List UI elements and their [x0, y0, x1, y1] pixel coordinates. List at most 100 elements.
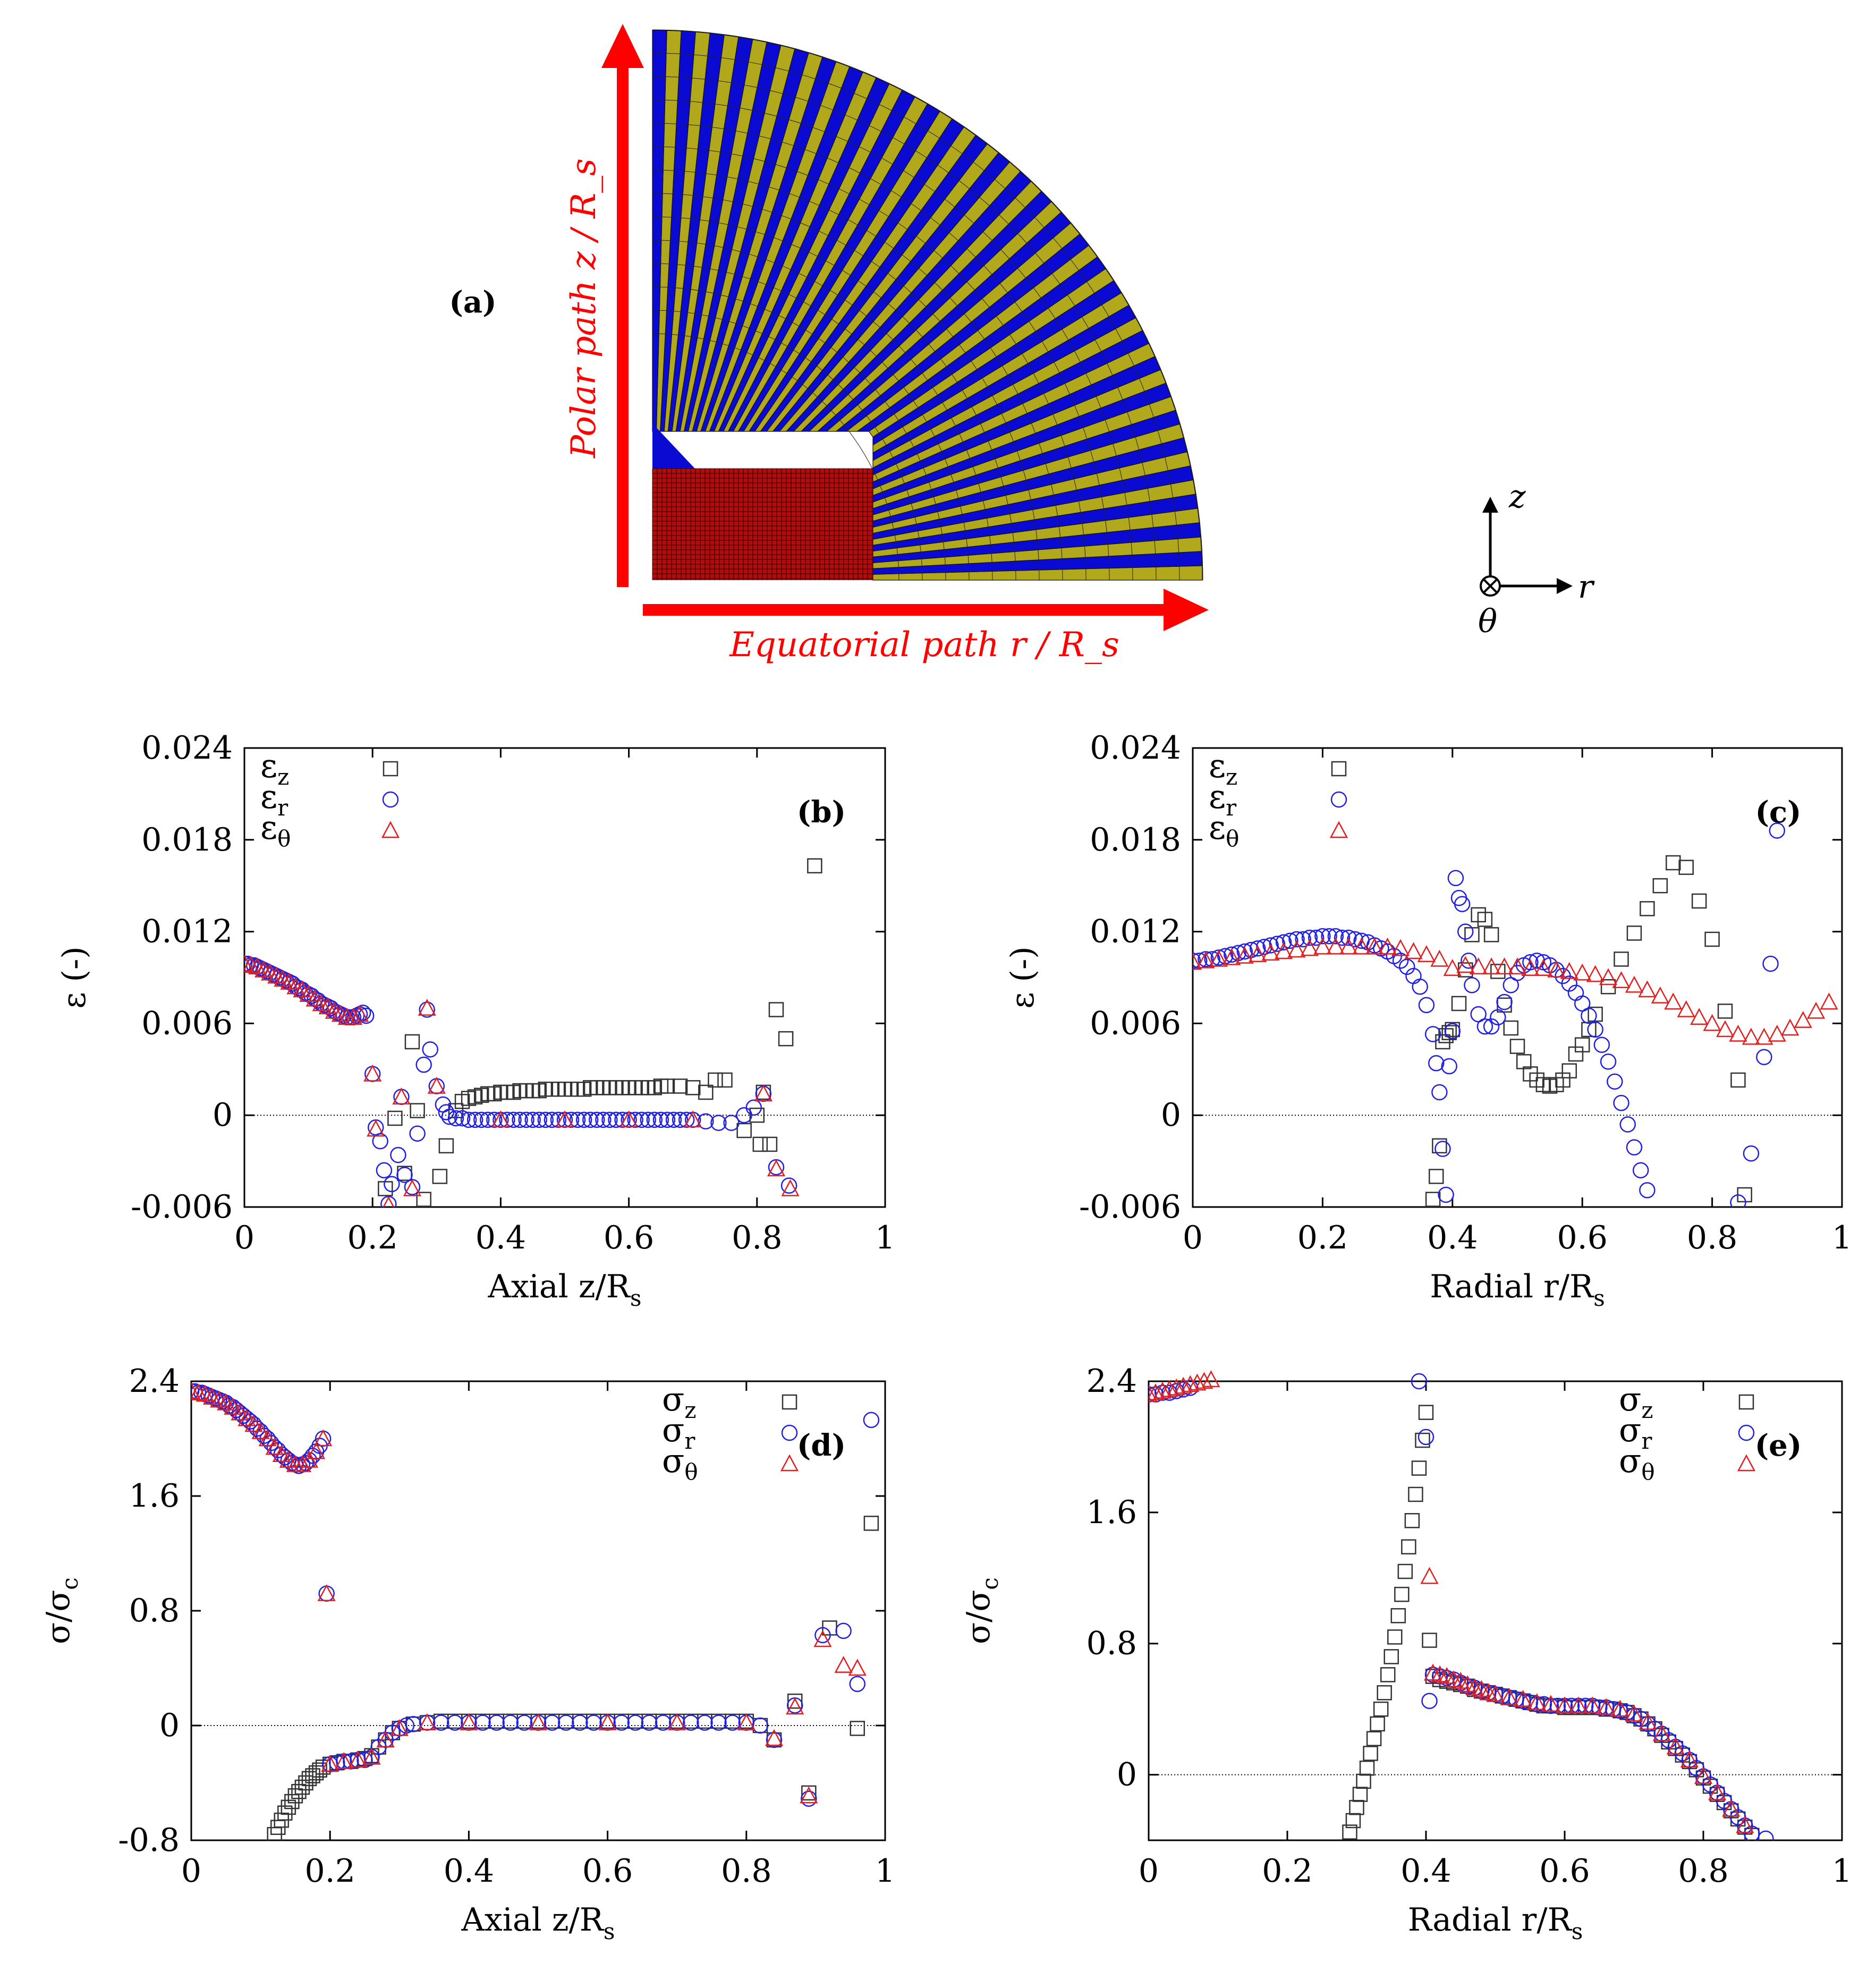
y-axis-label: σ/σc [40, 1577, 83, 1644]
data-point [1677, 1000, 1695, 1017]
data-point [1149, 1383, 1165, 1400]
y-axis-label-text: σ/σ [40, 1590, 77, 1644]
data-point [754, 1084, 773, 1102]
data-point [419, 1714, 436, 1731]
data-point [367, 1119, 385, 1137]
legend-label: σz [1619, 1380, 1653, 1423]
data-point [1755, 1027, 1773, 1045]
polar-path-label: Polar path z / R_s [564, 158, 604, 458]
legend-marker [780, 1454, 799, 1472]
series-square [378, 858, 822, 1207]
x-tick-label: 1 [1832, 1852, 1852, 1890]
mesh-ring [652, 286, 946, 581]
data-point [652, 1111, 669, 1128]
data-point [305, 989, 324, 1007]
series-triangle [1193, 937, 1838, 1045]
data-point [1363, 1746, 1378, 1761]
x-tick-label: 0.6 [1539, 1852, 1590, 1890]
data-point [601, 1111, 618, 1128]
data-point [1153, 1381, 1172, 1399]
legend-marker [1737, 1454, 1756, 1472]
data-point [1587, 1021, 1603, 1038]
data-point [376, 1162, 393, 1179]
legend-symbol: ε [1209, 808, 1226, 847]
data-point [1373, 1701, 1389, 1717]
data-point [768, 1002, 784, 1017]
data-point [1652, 1724, 1671, 1741]
legend-symbol: σ [662, 1441, 684, 1480]
data-point [1274, 942, 1293, 959]
y-tick-label: 0.006 [141, 1005, 233, 1042]
mesh-ring [652, 240, 993, 581]
data-point [786, 1697, 804, 1715]
x-tick-label: 0.8 [1678, 1852, 1728, 1890]
data-point [293, 980, 311, 998]
data-point [585, 1714, 602, 1731]
x-axis-label-sub: s [1572, 1918, 1583, 1944]
data-point [1334, 929, 1351, 946]
data-point [1704, 931, 1720, 947]
series-square [1425, 855, 1752, 1207]
polar-path-arrowhead [601, 24, 644, 68]
data-point [1387, 1629, 1403, 1645]
data-point [364, 1066, 381, 1082]
chart-panel-c: 0 0.2 0.4 0.6 0.8 1-0.00600.0060.0120.0180.02… [1004, 729, 1852, 1311]
data-point [1160, 1380, 1179, 1397]
y-tick-label: 0.012 [141, 913, 233, 950]
legend-sub: θ [1641, 1459, 1654, 1485]
data-point [1639, 1713, 1657, 1730]
data-point [1626, 925, 1642, 941]
data-point [1651, 986, 1669, 1004]
data-point [1149, 1385, 1158, 1402]
data-point [438, 1104, 455, 1120]
data-point [418, 998, 436, 1016]
x-tick-label: 0.2 [347, 1219, 397, 1256]
y-tick-label: -0.006 [1079, 1188, 1181, 1226]
x-tick-label: 1 [875, 1852, 895, 1890]
data-point [697, 1714, 713, 1731]
data-point [1541, 1695, 1560, 1712]
data-point [555, 1110, 574, 1128]
data-point [1742, 1027, 1761, 1045]
x-tick-label: 0 [181, 1852, 201, 1890]
data-point [1652, 878, 1668, 894]
x-axis-label-sub: s [604, 1918, 615, 1944]
data-point [1613, 1094, 1629, 1111]
x-tick-label: 0.6 [604, 1219, 654, 1256]
data-point [1425, 1192, 1441, 1207]
data-point [1555, 1696, 1574, 1714]
x-tick-label: 0.2 [304, 1852, 355, 1890]
data-point [1399, 958, 1415, 975]
data-point [848, 1659, 867, 1676]
data-point [1612, 971, 1631, 989]
data-point [672, 1111, 689, 1128]
series-circle [191, 1383, 880, 1807]
x-tick-label: 0.8 [732, 1219, 782, 1256]
data-point [518, 1111, 534, 1128]
data-point [1340, 929, 1357, 946]
data-point [505, 1111, 522, 1128]
legend-marker [381, 821, 400, 838]
data-point [1496, 993, 1513, 1010]
data-point [335, 1752, 353, 1769]
y-axis-label-text: σ/σ [960, 1590, 997, 1644]
data-point [1691, 893, 1707, 909]
data-point [1421, 1693, 1438, 1709]
data-point [1441, 1058, 1457, 1075]
data-point [641, 1714, 658, 1731]
data-point [708, 1072, 723, 1088]
data-point [1394, 1586, 1410, 1602]
data-point [1417, 1429, 1434, 1446]
data-point [1188, 1373, 1207, 1391]
data-point [1404, 942, 1423, 959]
data-point [619, 1110, 638, 1128]
data-point [1600, 1053, 1617, 1070]
data-point [488, 1714, 505, 1731]
data-point [537, 1111, 554, 1128]
data-point [752, 1136, 768, 1152]
data-point [613, 1714, 630, 1731]
data-point [1249, 945, 1267, 963]
x-tick-label: 0.4 [1400, 1852, 1451, 1890]
data-point [410, 1103, 425, 1118]
